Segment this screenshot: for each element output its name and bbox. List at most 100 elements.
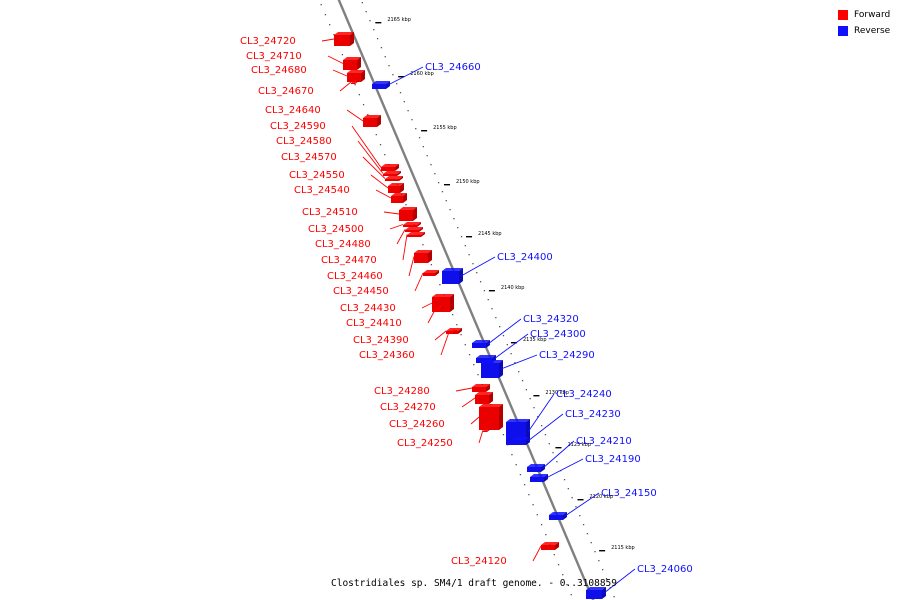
- gene-label: CL3_24670: [258, 86, 314, 97]
- track-dot: [582, 524, 585, 526]
- track-dot: [411, 119, 413, 121]
- legend: Forward Reverse: [838, 8, 890, 40]
- gene-cl3-24590: [381, 164, 399, 171]
- gene-label: CL3_24510: [302, 207, 358, 218]
- track-dot: [495, 317, 497, 319]
- gene-label: CL3_24270: [380, 402, 436, 413]
- track-dot: [329, 24, 331, 26]
- gene-label: CL3_24550: [289, 170, 345, 181]
- scale-tick-label: 2135 kbp: [523, 337, 547, 343]
- leader-line: [461, 397, 476, 408]
- leader-line: [332, 69, 348, 77]
- track-dot: [579, 515, 581, 517]
- track-dot: [430, 164, 432, 166]
- gene-label: CL3_24570: [281, 152, 337, 163]
- scale-tick: [533, 395, 540, 397]
- gene-cl3-24260: [479, 404, 503, 430]
- track-dot: [598, 560, 600, 562]
- track-dot: [523, 484, 526, 486]
- track-dot: [483, 290, 486, 292]
- scale-tick-label: 2120 kbp: [589, 494, 613, 500]
- track-dot: [439, 284, 441, 286]
- leader-line: [493, 333, 529, 360]
- leader-line: [370, 174, 389, 189]
- legend-forward: Forward: [838, 8, 890, 22]
- genome-caption: Clostridiales sp. SM4/1 draft genome. - …: [331, 578, 617, 589]
- scale-tick: [577, 499, 584, 501]
- gene-cl3-24670: [351, 80, 359, 84]
- leader-line: [375, 189, 392, 199]
- track-dot: [380, 47, 383, 49]
- leader-line: [500, 354, 538, 370]
- leader-line: [362, 156, 386, 179]
- gene-labels: CL3_24720 CL3_24710 CL3_24680 CL3_24670 CL3_…: [240, 36, 693, 575]
- label-leader-lines: [321, 38, 636, 594]
- gene-cl3-24570: [385, 176, 403, 181]
- track-dot: [473, 364, 475, 366]
- track-dot: [545, 534, 547, 536]
- track-dot: [354, 84, 356, 86]
- gene-cl3-24720: [334, 32, 354, 46]
- gene-cl3-24280: [472, 384, 490, 392]
- leader-line: [339, 81, 352, 92]
- track-dot: [415, 128, 417, 130]
- gene-cl3-24230: [512, 437, 530, 445]
- scale-tick: [488, 290, 495, 292]
- gene-label: CL3_24230: [565, 409, 621, 420]
- outer-dotted-track: [361, 2, 615, 598]
- track-dot: [472, 263, 474, 265]
- gene-cl3-24150: [549, 512, 567, 520]
- track-dot: [548, 443, 550, 445]
- track-dot: [396, 83, 398, 85]
- scale-tick: [466, 236, 473, 238]
- scale-tick: [398, 76, 405, 78]
- track-dot: [544, 434, 547, 436]
- scale-tick-label: 2130 kbp: [545, 390, 569, 396]
- gene-label: CL3_24450: [333, 286, 389, 297]
- gene-label: CL3_24240: [556, 389, 612, 400]
- leader-line: [421, 302, 433, 309]
- track-dot: [553, 554, 555, 556]
- gene-label: CL3_24060: [637, 564, 693, 575]
- track-dot: [464, 245, 466, 247]
- forward-swatch: [838, 10, 848, 20]
- track-dot: [453, 218, 455, 220]
- track-dot: [506, 344, 508, 346]
- gene-label: CL3_24710: [246, 51, 302, 62]
- gene-label: CL3_24390: [353, 335, 409, 346]
- track-dot: [468, 254, 470, 256]
- track-dot: [521, 380, 524, 382]
- scale-tick-label: 2140 kbp: [501, 285, 525, 291]
- gene-cl3-24710: [343, 57, 361, 70]
- gene-label: CL3_24120: [451, 556, 507, 567]
- track-dot: [399, 92, 402, 94]
- reverse-swatch: [838, 26, 848, 36]
- leader-line: [396, 229, 406, 245]
- gene-cl3-24430: [432, 294, 454, 312]
- track-dot: [502, 434, 505, 436]
- gene-cl3-24400: [442, 268, 463, 284]
- gene-label: CL3_24540: [294, 185, 350, 196]
- track-dot: [376, 38, 379, 40]
- leader-line: [434, 330, 447, 341]
- leader-line: [478, 429, 484, 444]
- track-dot: [437, 182, 440, 184]
- track-dot: [487, 299, 489, 301]
- gene-label: CL3_24280: [374, 386, 430, 397]
- leader-line: [487, 318, 522, 345]
- scale-tick-label: 2160 kbp: [410, 71, 434, 77]
- track-dot: [457, 227, 459, 229]
- gene-label: CL3_24470: [321, 255, 377, 266]
- scale-tick-label: 2155 kbp: [433, 125, 457, 131]
- gene-cl3-24660: [372, 81, 390, 89]
- leader-line: [402, 234, 408, 261]
- gene-label: CL3_24190: [585, 454, 641, 465]
- gene-label: CL3_24360: [359, 350, 415, 361]
- gene-cl3-24450: [423, 270, 439, 276]
- leader-line: [414, 272, 424, 292]
- scale-tick-label: 2125 kbp: [567, 442, 591, 448]
- leader-line: [346, 109, 364, 122]
- track-dot: [430, 264, 433, 266]
- leader-line: [542, 440, 575, 469]
